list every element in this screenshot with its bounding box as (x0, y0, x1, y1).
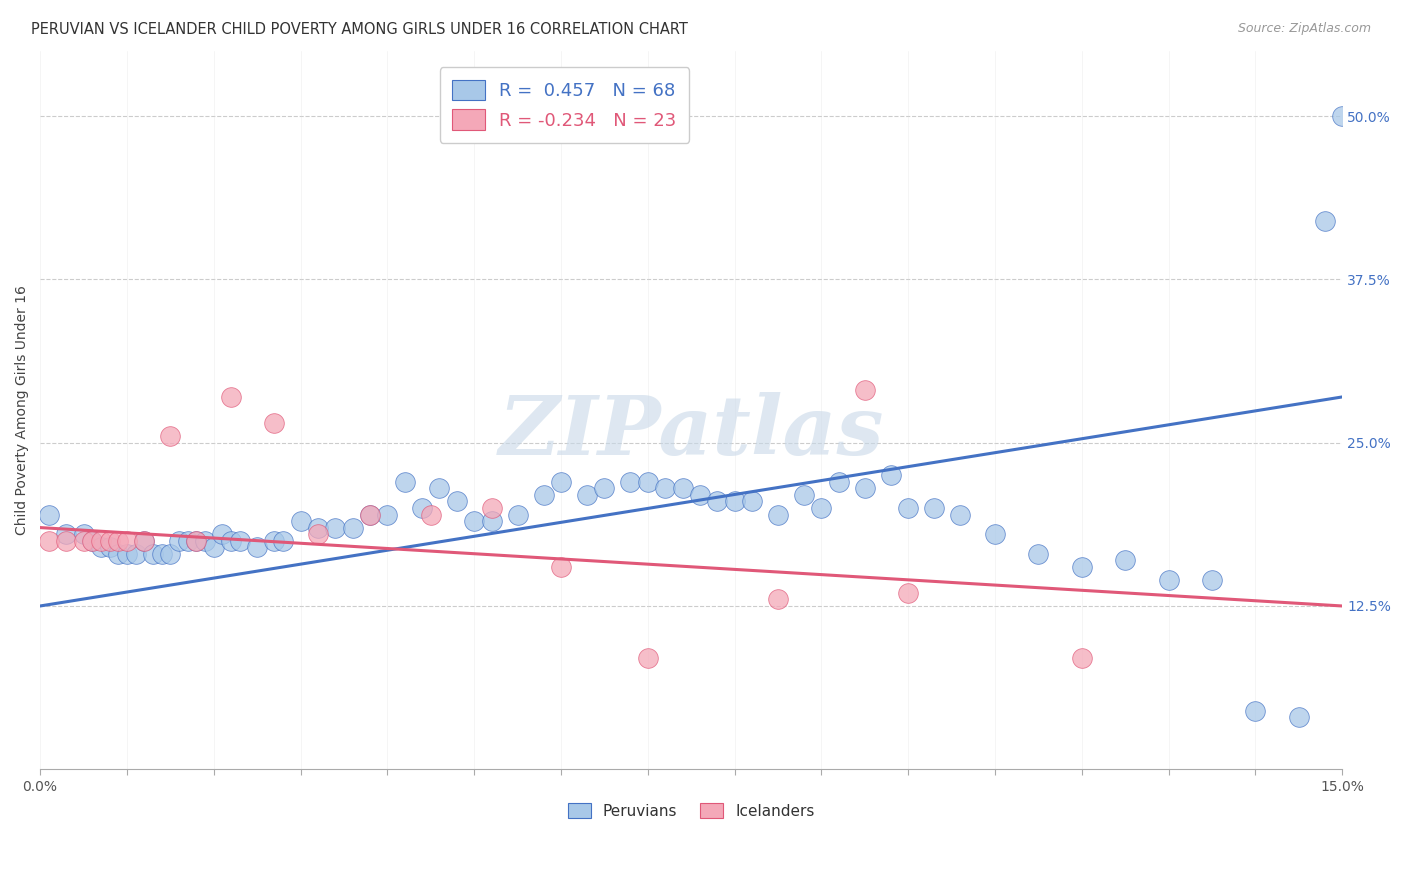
Point (263, 533, 285, 548)
Point (98, 533, 121, 548)
Y-axis label: Child Poverty Among Girls Under 16: Child Poverty Among Girls Under 16 (15, 285, 30, 535)
Point (323, 520, 346, 534)
Point (723, 494, 745, 508)
Point (107, 547, 129, 561)
Point (429, 482, 451, 496)
Point (793, 488, 815, 502)
Point (90, 533, 112, 548)
Point (506, 508, 529, 522)
Point (419, 508, 441, 522)
Point (411, 500, 433, 515)
Point (359, 508, 381, 522)
Point (550, 559, 572, 574)
Point (1313, 213, 1336, 227)
Point (689, 488, 711, 502)
Point (766, 508, 789, 522)
Point (194, 533, 217, 548)
Point (186, 533, 208, 548)
Point (1288, 710, 1310, 724)
Point (1070, 651, 1092, 665)
Point (72, 527, 94, 541)
Point (897, 500, 920, 515)
Point (202, 540, 225, 554)
Text: Source: ZipAtlas.com: Source: ZipAtlas.com (1237, 22, 1371, 36)
Point (290, 514, 312, 528)
Point (72, 533, 94, 548)
Point (107, 533, 129, 548)
Point (654, 482, 676, 496)
Point (463, 514, 485, 528)
Point (1070, 559, 1092, 574)
Point (271, 533, 294, 548)
Point (1028, 547, 1050, 561)
Point (229, 533, 252, 548)
Point (167, 533, 190, 548)
Point (922, 500, 945, 515)
Legend: Peruvians, Icelanders: Peruvians, Icelanders (560, 795, 823, 826)
Point (82, 533, 104, 548)
Point (342, 520, 364, 534)
Point (810, 500, 832, 515)
Point (550, 475, 572, 489)
Point (1114, 553, 1136, 567)
Point (706, 494, 728, 508)
Point (1331, 109, 1354, 123)
Point (1201, 573, 1223, 587)
Point (359, 508, 381, 522)
Point (375, 508, 398, 522)
Point (446, 494, 468, 508)
Point (159, 429, 181, 443)
Point (481, 500, 503, 515)
Point (134, 533, 156, 548)
Point (949, 508, 972, 522)
Point (82, 533, 104, 548)
Point (115, 533, 138, 548)
Point (142, 547, 165, 561)
Point (1157, 573, 1180, 587)
Point (246, 540, 269, 554)
Point (741, 494, 763, 508)
Point (853, 482, 876, 496)
Point (211, 527, 233, 541)
Point (394, 475, 416, 489)
Point (828, 475, 851, 489)
Point (671, 482, 693, 496)
Point (593, 482, 616, 496)
Point (55, 533, 77, 548)
Point (176, 533, 198, 548)
Point (38, 508, 60, 522)
Point (38, 533, 60, 548)
Point (637, 651, 659, 665)
Point (576, 488, 599, 502)
Point (219, 390, 242, 404)
Point (533, 488, 555, 502)
Point (98, 540, 121, 554)
Point (186, 533, 208, 548)
Point (1244, 704, 1267, 718)
Point (853, 384, 876, 398)
Point (481, 514, 503, 528)
Point (159, 547, 181, 561)
Text: PERUVIAN VS ICELANDER CHILD POVERTY AMONG GIRLS UNDER 16 CORRELATION CHART: PERUVIAN VS ICELANDER CHILD POVERTY AMON… (31, 22, 688, 37)
Point (880, 468, 903, 483)
Point (115, 547, 138, 561)
Point (90, 540, 112, 554)
Point (619, 475, 641, 489)
Point (766, 592, 789, 607)
Point (984, 527, 1007, 541)
Point (124, 547, 146, 561)
Point (219, 533, 242, 548)
Point (307, 527, 329, 541)
Point (263, 416, 285, 430)
Point (134, 533, 156, 548)
Point (55, 527, 77, 541)
Point (150, 547, 173, 561)
Point (897, 586, 920, 600)
Text: ZIPatlas: ZIPatlas (499, 392, 884, 472)
Point (637, 475, 659, 489)
Point (307, 520, 329, 534)
